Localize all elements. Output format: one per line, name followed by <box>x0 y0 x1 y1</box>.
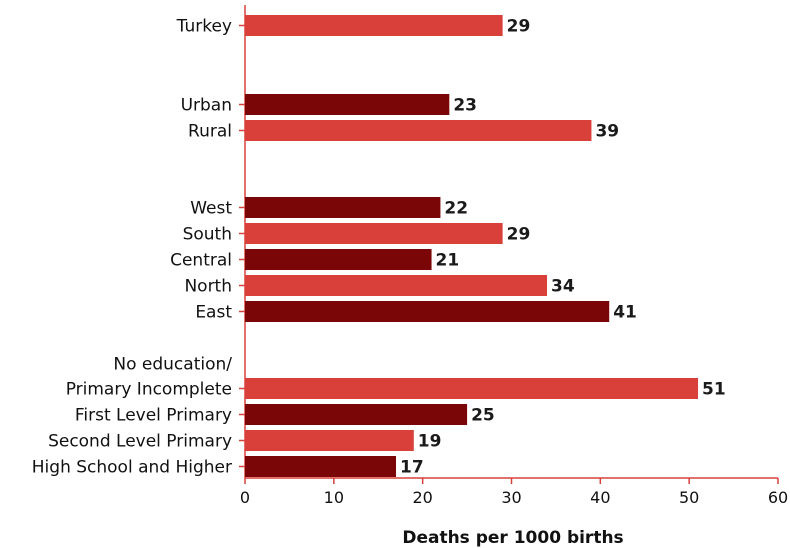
category-label: No education/ <box>113 355 232 375</box>
x-tick-label: 40 <box>590 488 610 507</box>
value-label: 21 <box>436 251 460 271</box>
category-label: North <box>184 277 232 297</box>
bar <box>245 404 468 425</box>
bar <box>245 456 397 477</box>
bar <box>245 15 503 36</box>
x-axis-title: Deaths per 1000 births <box>402 528 623 548</box>
value-label: 29 <box>507 17 531 37</box>
x-tick-label: 60 <box>768 488 788 507</box>
category-label: High School and Higher <box>32 458 232 478</box>
value-label: 34 <box>551 277 575 297</box>
bar <box>245 223 503 244</box>
bar <box>245 301 610 322</box>
value-label: 25 <box>471 406 495 426</box>
value-label: 39 <box>595 122 619 142</box>
category-label: West <box>190 199 232 219</box>
category-label: Second Level Primary <box>48 432 232 452</box>
x-tick-label: 50 <box>679 488 699 507</box>
category-label: Central <box>170 251 232 271</box>
category-label: Turkey <box>176 17 232 37</box>
bar <box>245 120 592 141</box>
x-tick-label: 20 <box>412 488 432 507</box>
chart-bars <box>245 15 699 477</box>
value-label: 17 <box>400 458 424 478</box>
category-label: Rural <box>188 122 232 142</box>
bar <box>245 249 432 270</box>
x-tick-label: 30 <box>501 488 521 507</box>
bar <box>245 275 548 296</box>
chart-labels: 29 Turkey 23 Urban 39 Rural 22 West 29 South 21 Cen… <box>32 17 726 478</box>
bar <box>245 430 414 451</box>
x-tick-label: 0 <box>240 488 250 507</box>
value-label: 51 <box>702 380 726 400</box>
value-label: 41 <box>613 303 637 323</box>
bar <box>245 94 450 115</box>
category-label: East <box>195 303 232 323</box>
category-label: South <box>183 225 232 245</box>
category-label: First Level Primary <box>75 406 232 426</box>
category-label: Urban <box>181 96 232 116</box>
value-label: 22 <box>444 199 468 219</box>
bar <box>245 378 699 399</box>
bar <box>245 197 441 218</box>
value-label: 23 <box>453 96 477 116</box>
category-label: Primary Incomplete <box>66 380 232 400</box>
x-tick-label: 10 <box>324 488 344 507</box>
value-label: 19 <box>418 432 442 452</box>
value-label: 29 <box>507 225 531 245</box>
chart-axes: 0 10 20 30 40 50 60 <box>239 5 788 507</box>
